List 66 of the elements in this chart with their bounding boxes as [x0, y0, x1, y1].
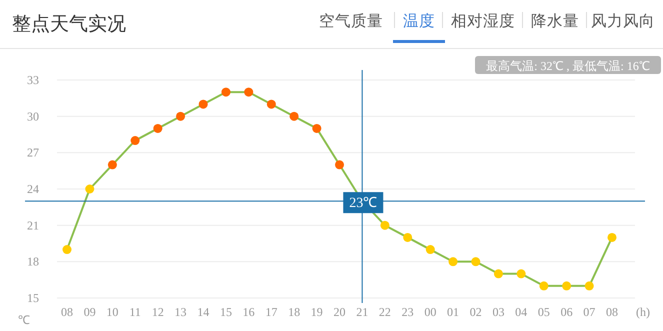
x-tick-label: 15 — [220, 305, 232, 319]
text: 最高气温: 32℃ , 最低气温: 16℃ — [486, 59, 650, 73]
x-tick-label: 05 — [538, 305, 550, 319]
x-tick-label: 13 — [174, 305, 187, 319]
x-axis-title: (h) — [636, 305, 650, 319]
point — [403, 232, 412, 242]
y-tick-label: 33 — [27, 73, 39, 87]
ref-line-label: 23℃ — [349, 196, 378, 212]
x-tick-label: 18 — [288, 305, 300, 319]
y-tick-label: 27 — [27, 146, 39, 160]
point — [562, 281, 572, 290]
y-tick-label: 18 — [27, 254, 39, 269]
point — [516, 269, 526, 278]
x-tick-label: 02 — [470, 305, 482, 319]
point — [244, 88, 254, 97]
point — [85, 184, 94, 194]
point — [380, 220, 390, 230]
point — [198, 100, 208, 109]
x-tick-label: 08 — [606, 305, 618, 319]
y-tick-label: 21 — [27, 218, 39, 232]
x-tick-label: 16 — [242, 305, 255, 319]
x-tick-label: 07 — [583, 305, 596, 319]
point — [448, 257, 458, 266]
x-tick-label: 09 — [84, 305, 96, 319]
point — [130, 136, 140, 146]
point — [221, 88, 230, 97]
point — [266, 100, 276, 109]
text: 相对湿度 — [451, 12, 515, 30]
y-tick-label: 24 — [27, 182, 39, 196]
x-tick-label: 04 — [515, 305, 528, 319]
x-tick-label: 08 — [61, 305, 73, 319]
point — [494, 269, 503, 278]
x-tick-label: 01 — [447, 305, 460, 319]
x-tick-label: 06 — [560, 305, 573, 319]
point — [62, 245, 72, 254]
x-tick-label: 20 — [334, 305, 346, 319]
x-tick-label: 22 — [378, 305, 391, 319]
x-tick-label: 12 — [152, 305, 164, 319]
x-tick-label: 03 — [492, 305, 504, 319]
chart-title: 整点天气实况 — [12, 13, 126, 35]
x-tick-label: 17 — [265, 305, 278, 319]
point — [335, 160, 344, 170]
x-tick-label: 14 — [197, 305, 210, 319]
point — [176, 112, 186, 121]
x-tick-label: 19 — [310, 305, 323, 319]
point — [153, 124, 162, 133]
text: 温度 — [403, 12, 435, 30]
y-axis-title: ℃ — [18, 313, 30, 327]
point — [108, 160, 117, 170]
x-tick-label: 11 — [129, 305, 141, 319]
point — [584, 281, 594, 290]
point — [608, 232, 616, 242]
text: 风力风向 — [591, 12, 655, 30]
point — [471, 257, 480, 266]
x-tick-label: 21 — [356, 305, 368, 319]
point — [312, 124, 322, 133]
point — [290, 112, 299, 121]
y-tick-label: 15 — [27, 291, 39, 305]
x-tick-label: 00 — [424, 305, 436, 319]
x-tick-label: 23 — [402, 305, 414, 319]
text: 降水量 — [531, 12, 579, 30]
x-tick-label: 10 — [106, 305, 118, 319]
point — [539, 281, 548, 290]
point — [426, 245, 435, 254]
text: 空气质量 — [319, 12, 383, 30]
y-tick-label: 30 — [27, 109, 39, 124]
